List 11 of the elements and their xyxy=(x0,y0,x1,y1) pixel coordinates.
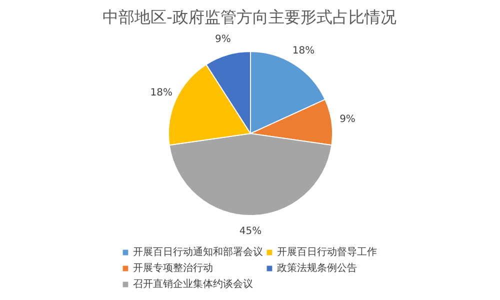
data-label: 9% xyxy=(340,114,356,126)
legend-label: 开展百日行动通知和部署会议 xyxy=(133,246,263,259)
data-label: 45% xyxy=(239,226,262,237)
legend-label: 召开直销企业集体约谈会议 xyxy=(133,278,253,291)
data-label: 18% xyxy=(292,46,315,57)
legend-label: 开展专项整治行动 xyxy=(133,262,213,275)
legend-label: 政策法规条例公告 xyxy=(277,262,357,275)
chart-title: 中部地区-政府监管方向主要形式占比情况 xyxy=(102,8,396,26)
data-label: 18% xyxy=(150,87,172,98)
data-label: 9% xyxy=(214,34,231,45)
legend-label: 开展百日行动督导工作 xyxy=(277,246,377,259)
